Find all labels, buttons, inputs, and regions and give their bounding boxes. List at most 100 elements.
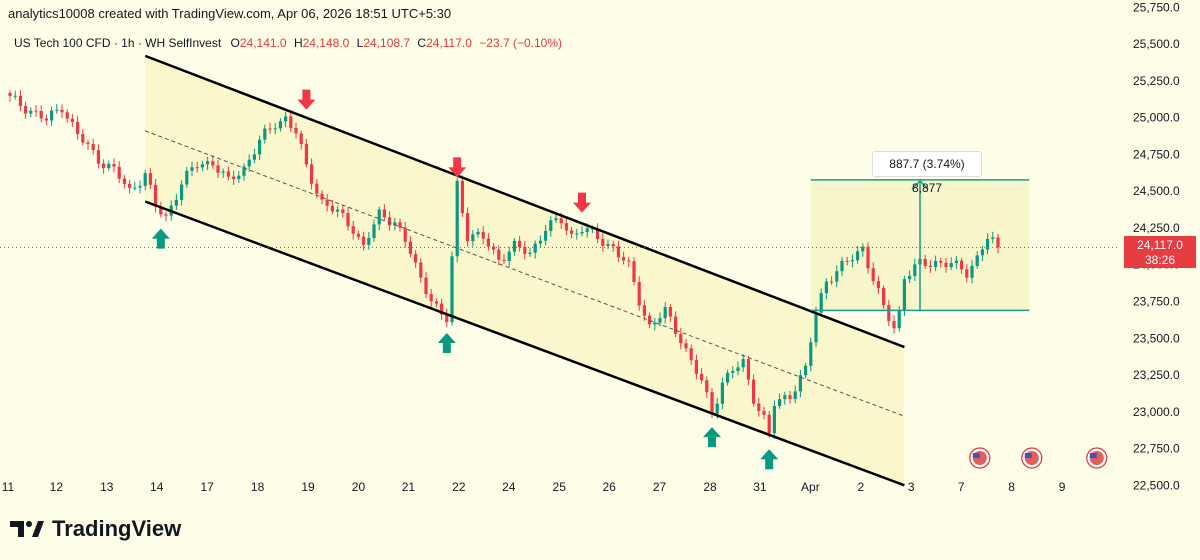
y-axis-tick-label: 23,250.0 bbox=[1133, 368, 1180, 382]
candle-body bbox=[575, 233, 579, 235]
candle-body bbox=[835, 271, 839, 282]
candle-body bbox=[398, 222, 402, 228]
candle-body bbox=[965, 269, 969, 278]
candle-body bbox=[710, 392, 714, 414]
candle-body bbox=[788, 395, 792, 399]
candle-body bbox=[876, 281, 880, 289]
x-axis-tick-label: 13 bbox=[100, 480, 114, 494]
candle-body bbox=[174, 199, 178, 206]
candle-body bbox=[590, 228, 594, 230]
candle-body bbox=[200, 164, 204, 168]
measure-label: 887.7 (3.74%) 8,877 bbox=[872, 151, 982, 195]
candle-body bbox=[528, 252, 532, 254]
candle-body bbox=[611, 244, 615, 247]
tradingview-logo-icon bbox=[10, 521, 44, 537]
candle-body bbox=[892, 321, 896, 329]
candle-body bbox=[996, 237, 1000, 248]
candle-body bbox=[476, 231, 480, 235]
candle-body bbox=[902, 279, 906, 311]
candle-body bbox=[544, 230, 548, 241]
symbol-name[interactable]: US Tech 100 CFD · 1h · WH SelfInvest bbox=[14, 36, 222, 50]
candle-body bbox=[221, 171, 225, 173]
x-axis-tick-label: 11 bbox=[2, 480, 15, 494]
candle-body bbox=[460, 180, 464, 214]
candle-body bbox=[684, 343, 688, 349]
high-label: H bbox=[293, 36, 303, 50]
buy-arrow-icon bbox=[437, 333, 456, 354]
candle-body bbox=[419, 262, 423, 278]
candle-body bbox=[871, 268, 875, 282]
candle-body bbox=[960, 260, 964, 270]
candle-body bbox=[726, 372, 730, 383]
x-axis-tick-label: 22 bbox=[452, 480, 466, 494]
candle-body bbox=[934, 260, 938, 268]
candle-body bbox=[523, 246, 527, 254]
candle-body bbox=[408, 241, 412, 254]
candle-body bbox=[512, 240, 516, 252]
brand-name: TradingView bbox=[52, 516, 182, 541]
candle-body bbox=[689, 348, 693, 361]
candle-body bbox=[975, 255, 979, 267]
creator-header: analytics10008 created with TradingView.… bbox=[8, 6, 452, 21]
x-axis-tick-label: 17 bbox=[200, 480, 214, 494]
candle-body bbox=[533, 243, 537, 253]
y-axis-tick-label: 24,250.0 bbox=[1133, 221, 1180, 235]
candle-body bbox=[185, 170, 189, 185]
candle-body bbox=[138, 185, 142, 188]
candle-body bbox=[559, 218, 563, 224]
candle-body bbox=[980, 249, 984, 256]
candle-body bbox=[606, 244, 610, 246]
x-axis-tick-label: 26 bbox=[602, 480, 616, 494]
candle-body bbox=[658, 318, 662, 323]
candle-body bbox=[949, 263, 953, 268]
x-axis-tick-label: 21 bbox=[402, 480, 416, 494]
candle-body bbox=[414, 253, 418, 263]
candle-body bbox=[96, 150, 100, 164]
candle-body bbox=[289, 116, 293, 128]
candle-body bbox=[882, 288, 886, 306]
candle-body bbox=[518, 240, 522, 247]
candle-body bbox=[741, 359, 745, 368]
candle-body bbox=[804, 365, 808, 376]
candle-body bbox=[299, 133, 303, 145]
x-axis-tick-label: 2 bbox=[857, 480, 864, 494]
y-axis-tick-label: 24,500.0 bbox=[1133, 184, 1180, 198]
candle-body bbox=[970, 266, 974, 278]
candle-body bbox=[362, 236, 366, 245]
candle-body bbox=[393, 222, 397, 226]
candle-body bbox=[320, 193, 324, 200]
candle-body bbox=[278, 121, 282, 129]
candle-body bbox=[377, 209, 381, 225]
candle-body bbox=[434, 301, 438, 304]
y-axis-tick-label: 25,500.0 bbox=[1133, 37, 1180, 51]
candle-body bbox=[237, 175, 241, 180]
candle-body bbox=[913, 264, 917, 276]
candle-body bbox=[809, 342, 813, 366]
candle-body bbox=[55, 109, 59, 111]
candle-body bbox=[814, 312, 818, 343]
candle-body bbox=[159, 206, 163, 215]
candle-body bbox=[944, 262, 948, 268]
candle-body bbox=[570, 230, 574, 234]
x-axis-tick-label: 9 bbox=[1059, 480, 1066, 494]
candle-body bbox=[455, 180, 459, 257]
channel-fill bbox=[145, 55, 905, 486]
us-flag-event-icon-canton bbox=[1089, 453, 1097, 458]
candle-body bbox=[668, 307, 672, 317]
candle-body bbox=[403, 227, 407, 242]
x-axis-tick-label: 24 bbox=[502, 480, 516, 494]
candle-body bbox=[263, 128, 267, 140]
open-value: 24,141.0 bbox=[239, 36, 287, 50]
candle-body bbox=[351, 226, 355, 234]
bar-countdown: 38:26 bbox=[1144, 253, 1176, 267]
candle-body bbox=[247, 159, 251, 167]
candle-body bbox=[757, 403, 761, 411]
x-axis-tick-label: 8 bbox=[1008, 480, 1015, 494]
y-axis-tick-label: 23,750.0 bbox=[1133, 295, 1180, 309]
candle-body bbox=[580, 231, 584, 234]
candle-body bbox=[663, 307, 667, 319]
buy-arrow-icon bbox=[703, 427, 721, 448]
candle-body bbox=[642, 305, 646, 316]
candle-body bbox=[133, 187, 137, 189]
